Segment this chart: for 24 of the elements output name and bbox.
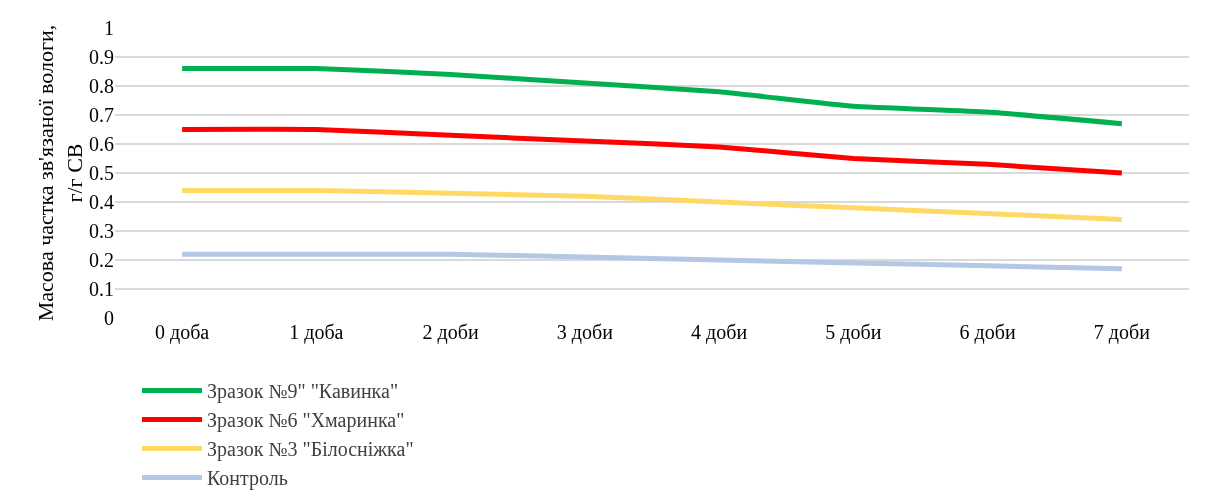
- y-tick-label: 0.1: [89, 278, 114, 300]
- x-tick-label: 2 доби: [422, 321, 479, 344]
- y-tick-label: 0.5: [89, 162, 114, 184]
- y-tick-label: 0.6: [89, 133, 114, 155]
- y-tick-label: 0: [104, 307, 114, 329]
- x-tick-label: 5 доби: [825, 321, 882, 344]
- y-tick-label: 0.7: [89, 104, 114, 126]
- y-tick-label: 1: [104, 17, 114, 39]
- y-tick-label: 0.4: [89, 191, 114, 213]
- legend-label: Зразок №3 "Білосніжка": [207, 438, 414, 462]
- y-axis-title: Масова частка зв'язаної вологи, г/г СВ: [33, 24, 87, 322]
- legend-label: Контроль: [207, 467, 288, 491]
- y-tick-label: 0.8: [89, 75, 114, 97]
- y-tick-label: 0.3: [89, 220, 114, 242]
- x-tick-label: 0 доба: [155, 321, 210, 344]
- x-tick-label: 3 доби: [556, 321, 614, 344]
- x-tick-label: 4 доби: [691, 321, 748, 344]
- legend-label: Зразок №9" "Кавинка": [207, 380, 399, 404]
- x-tick-label: 7 доби: [1093, 321, 1151, 344]
- x-tick-label: 6 доби: [959, 321, 1016, 344]
- y-tick-label: 0.9: [89, 46, 114, 68]
- legend-label: Зразок №6 "Хмаринка": [207, 409, 405, 433]
- y-tick-label: 0.2: [89, 249, 114, 271]
- x-tick-label: 1 доба: [289, 321, 344, 344]
